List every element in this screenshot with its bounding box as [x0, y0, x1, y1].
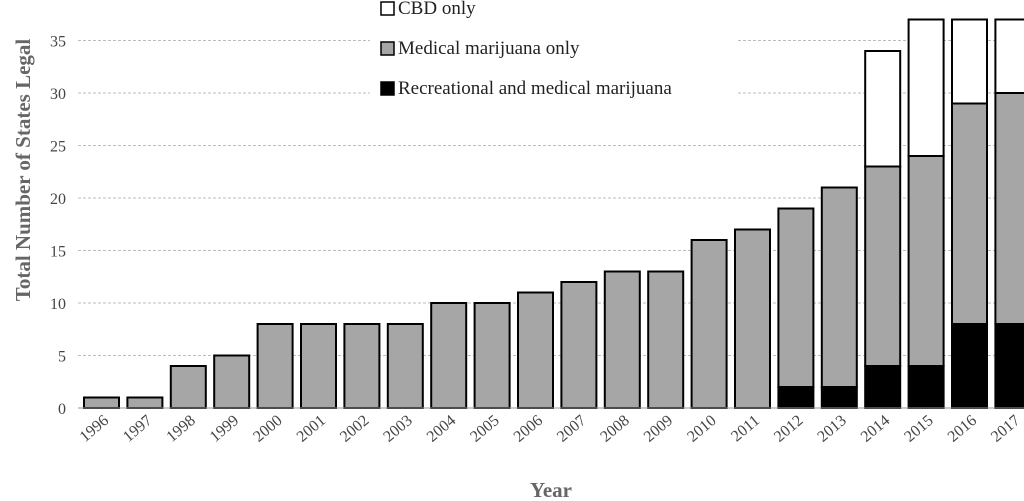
bars: [83, 18, 1024, 409]
x-tick-label-2005: 2005: [467, 412, 502, 446]
x-tick-label-2002: 2002: [337, 412, 372, 446]
x-axis-title: Year: [530, 478, 572, 501]
bar-1999-series-1: [213, 354, 251, 409]
x-tick-label-2000: 2000: [250, 412, 285, 446]
y-tick-label-25: 25: [50, 139, 66, 156]
y-tick-label-20: 20: [50, 191, 66, 208]
bar-2002-series-1: [343, 323, 381, 409]
bar-2016-series-2: [951, 18, 988, 105]
legend-swatch-2: [380, 81, 395, 96]
bar-2015-series-1: [907, 155, 945, 367]
x-tick-label-1999: 1999: [207, 412, 242, 446]
bar-2007-series-1: [560, 281, 598, 409]
x-tick-label-2017: 2017: [988, 412, 1023, 446]
legend-background: [370, 0, 738, 104]
x-tick-label-2014: 2014: [858, 412, 893, 446]
bar-2005-series-1: [473, 302, 511, 409]
y-tick-label-5: 5: [58, 349, 66, 366]
bar-2003-series-1: [386, 323, 424, 409]
x-tick-label-2015: 2015: [901, 412, 936, 446]
bar-1998-series-1: [169, 365, 207, 409]
bar-2017-series-0: [994, 323, 1024, 409]
y-tick-label-0: 0: [58, 401, 66, 418]
bar-2011-series-1: [734, 228, 771, 409]
x-tick-label-2016: 2016: [945, 412, 980, 446]
x-tick-label-2011: 2011: [728, 412, 763, 445]
bar-2009-series-1: [647, 270, 685, 409]
bar-1996-series-1: [83, 396, 120, 409]
bar-1997-series-1: [126, 396, 164, 409]
x-axis-ticks: 1996 1997 1998 1999 2000 2001 2002 2003 2004 2005…: [77, 412, 1024, 446]
bar-2010-series-1: [690, 239, 728, 409]
bar-2008-series-1: [603, 270, 641, 409]
bar-2014-series-2: [864, 50, 902, 168]
bar-2017-series-1: [994, 92, 1024, 325]
bar-2016-series-0: [951, 323, 988, 409]
x-tick-label-2001: 2001: [294, 412, 329, 446]
bar-2015-series-0: [907, 365, 945, 409]
x-tick-label-2003: 2003: [380, 412, 415, 446]
x-tick-label-2004: 2004: [424, 412, 459, 446]
legend-swatch-1: [380, 41, 395, 56]
bar-2001-series-1: [300, 323, 337, 409]
bar-2012-series-0: [777, 386, 815, 409]
bar-2006-series-1: [517, 291, 554, 409]
y-tick-label-35: 35: [50, 34, 66, 51]
x-tick-label-1998: 1998: [163, 412, 198, 446]
y-tick-label-30: 30: [50, 86, 66, 103]
x-tick-label-2006: 2006: [511, 412, 546, 446]
bar-2004-series-1: [430, 302, 468, 409]
x-tick-label-2010: 2010: [684, 412, 719, 446]
bar-2016-series-1: [951, 102, 988, 325]
legend: CBD only Medical marijuana only Recreation…: [370, 0, 738, 104]
x-tick-label-2008: 2008: [597, 412, 632, 446]
y-tick-label-10: 10: [50, 296, 66, 313]
bar-2017-series-2: [994, 18, 1024, 94]
legend-label-2: Recreational and medical marijuana: [398, 78, 672, 99]
legend-label-1: Medical marijuana only: [398, 38, 580, 59]
bar-2012-series-1: [777, 207, 815, 388]
x-tick-label-2009: 2009: [641, 412, 676, 446]
y-axis-title: Total Number of States Legal: [11, 39, 35, 302]
bar-2014-series-1: [864, 165, 902, 367]
x-tick-label-2012: 2012: [771, 412, 806, 446]
bar-2000-series-1: [256, 323, 294, 409]
x-tick-label-2013: 2013: [814, 412, 849, 446]
bar-2014-series-0: [864, 365, 902, 409]
legend-swatch-0: [380, 1, 395, 16]
bar-2013-series-0: [820, 386, 858, 409]
x-tick-label-1997: 1997: [120, 412, 155, 446]
legend-label-0: CBD only: [398, 0, 476, 19]
y-axis-ticks: 0 5 10 15 20 25 30 35: [50, 34, 66, 419]
bar-2015-series-2: [907, 18, 945, 157]
y-tick-label-15: 15: [50, 244, 66, 261]
bar-2013-series-1: [820, 186, 858, 388]
x-tick-label-1996: 1996: [77, 412, 112, 446]
x-tick-label-2007: 2007: [554, 412, 589, 446]
